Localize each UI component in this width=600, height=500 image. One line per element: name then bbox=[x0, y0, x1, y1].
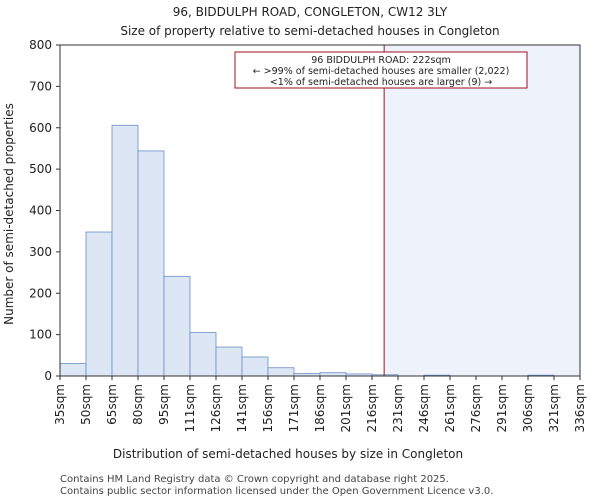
chart-subtitle: Size of property relative to semi-detach… bbox=[120, 24, 499, 38]
x-tick-label: 171sqm bbox=[287, 384, 301, 432]
bar-80sqm bbox=[137, 150, 165, 377]
x-tick-label: 276sqm bbox=[469, 384, 483, 432]
x-tick-label: 321sqm bbox=[547, 384, 561, 432]
bar-111sqm bbox=[189, 332, 217, 377]
x-tick-label: 261sqm bbox=[443, 384, 457, 432]
bar-50sqm bbox=[85, 231, 113, 377]
x-tick-label: 291sqm bbox=[495, 384, 509, 432]
annotation-frame bbox=[234, 51, 528, 89]
y-tick-label: 300 bbox=[29, 245, 52, 259]
bar-126sqm bbox=[215, 346, 243, 377]
y-tick-label: 0 bbox=[44, 369, 52, 383]
annotation-box: 96 BIDDULPH ROAD: 222sqm ← >99% of semi-… bbox=[234, 51, 528, 89]
y-tick-label: 600 bbox=[29, 121, 52, 135]
footer-line-1: Contains HM Land Registry data © Crown c… bbox=[60, 474, 449, 485]
bar-156sqm bbox=[267, 367, 295, 377]
x-tick-label: 216sqm bbox=[365, 384, 379, 432]
annotation-line-1: 96 BIDDULPH ROAD: 222sqm bbox=[311, 55, 451, 66]
y-axis-label: Number of semi-detached properties bbox=[2, 103, 16, 325]
x-tick-label: 336sqm bbox=[573, 384, 587, 432]
x-tick-label: 141sqm bbox=[235, 384, 249, 432]
y-tick-label: 400 bbox=[29, 204, 52, 218]
x-tick-label: 126sqm bbox=[209, 384, 223, 432]
x-tick-label: 80sqm bbox=[131, 384, 145, 425]
y-tick-label: 700 bbox=[29, 79, 52, 93]
annotation-line-3: <1% of semi-detached houses are larger (… bbox=[270, 77, 492, 88]
x-tick-label: 50sqm bbox=[79, 384, 93, 425]
footer-line-2: Contains public sector information licen… bbox=[60, 486, 493, 497]
x-tick-label: 231sqm bbox=[391, 384, 405, 432]
x-tick-label: 186sqm bbox=[313, 384, 327, 432]
y-axis: 0 100 200 300 400 500 600 700 800 bbox=[29, 38, 60, 383]
x-axis-label: Distribution of semi-detached houses by … bbox=[113, 447, 463, 461]
bar-35sqm bbox=[59, 363, 87, 377]
y-tick-label: 500 bbox=[29, 162, 52, 176]
x-tick-label: 111sqm bbox=[183, 384, 197, 432]
bar-141sqm bbox=[241, 356, 269, 377]
x-tick-label: 35sqm bbox=[53, 384, 67, 425]
x-tick-label: 65sqm bbox=[105, 384, 119, 425]
y-tick-label: 800 bbox=[29, 38, 52, 52]
x-tick-label: 201sqm bbox=[339, 384, 353, 432]
x-tick-label: 156sqm bbox=[261, 384, 275, 432]
y-tick-label: 100 bbox=[29, 328, 52, 342]
bar-95sqm bbox=[163, 275, 191, 377]
bar-65sqm bbox=[111, 124, 139, 377]
larger-properties-region bbox=[384, 45, 580, 376]
annotation-line-2: ← >99% of semi-detached houses are small… bbox=[253, 66, 510, 77]
y-tick-label: 200 bbox=[29, 286, 52, 300]
bar-series bbox=[59, 124, 555, 377]
x-tick-label: 95sqm bbox=[157, 384, 171, 425]
chart-title: 96, BIDDULPH ROAD, CONGLETON, CW12 3LY bbox=[173, 5, 448, 19]
x-tick-label: 306sqm bbox=[521, 384, 535, 432]
x-tick-label: 246sqm bbox=[417, 384, 431, 432]
x-axis: 35sqm 50sqm 65sqm 80sqm 95sqm 111sqm 126sqm 141… bbox=[53, 376, 587, 432]
